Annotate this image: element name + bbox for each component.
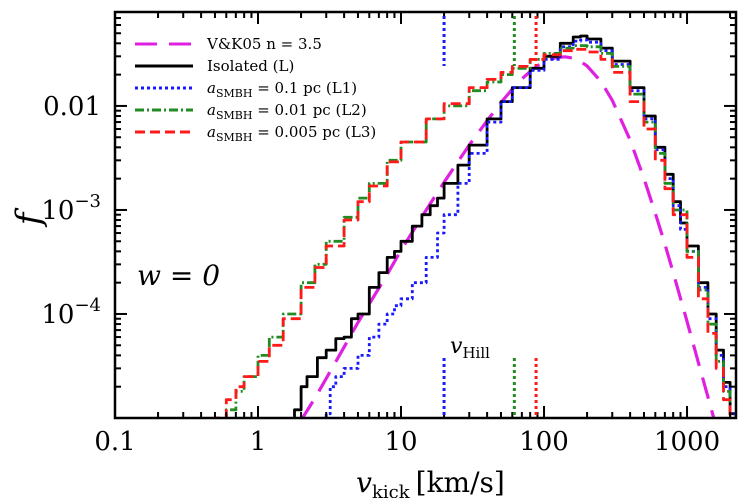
x-tick-label: 0.1 — [94, 427, 135, 457]
legend-label-3: aSMBH = 0.01 pc (L2) — [207, 101, 367, 122]
y-tick-label: 0.01 — [43, 92, 101, 122]
plot-area — [213, 34, 736, 418]
annotations: w = 0 vHill — [137, 16, 538, 418]
y-tick-label: 10−3 — [41, 191, 101, 226]
legend-label-2: aSMBH = 0.1 pc (L1) — [207, 79, 357, 100]
x-axis-title: vkick [km/s] — [356, 466, 505, 498]
legend: V&K05 n = 3.5 Isolated (L) aSMBH = 0.1 pc … — [135, 35, 376, 144]
annotation-w: w = 0 — [137, 259, 220, 292]
series-line-0 — [300, 55, 716, 418]
legend-label-4: aSMBH = 0.005 pc (L3) — [207, 123, 376, 144]
x-tick-label: 1000 — [654, 427, 720, 457]
legend-label-1: Isolated (L) — [207, 57, 294, 75]
y-tick-label: 10−4 — [41, 295, 101, 330]
x-tick-label: 100 — [519, 427, 569, 457]
x-tick-label: 1 — [250, 427, 267, 457]
legend-label-0: V&K05 n = 3.5 — [206, 35, 322, 53]
vhill-label: vHill — [450, 334, 490, 362]
x-tick-label: 10 — [384, 427, 417, 457]
series-line-4 — [213, 47, 732, 418]
series-line-2 — [324, 38, 736, 418]
